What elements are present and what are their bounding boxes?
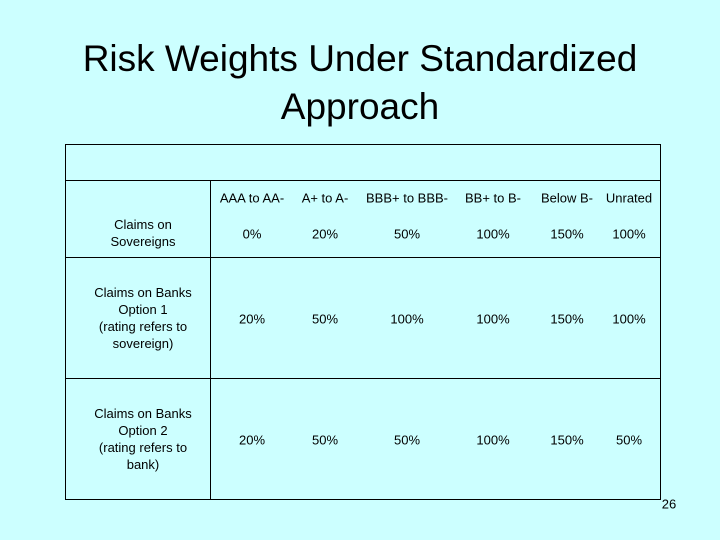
table-cell: 100% bbox=[612, 311, 646, 327]
column-header: A+ to A- bbox=[301, 190, 349, 206]
row-label-line: Option 2 bbox=[118, 423, 168, 438]
column-header: BB+ to B- bbox=[465, 190, 521, 206]
row-line bbox=[65, 180, 661, 181]
row-label: Claims on Sovereigns bbox=[110, 216, 175, 250]
column-header: Unrated bbox=[605, 190, 653, 206]
row-label-line: (rating refers to bbox=[98, 440, 188, 455]
table-cell: 20% bbox=[311, 226, 339, 242]
table-cell: 20% bbox=[238, 311, 266, 327]
table-cell: 100% bbox=[476, 432, 510, 448]
table-cell: 100% bbox=[476, 311, 510, 327]
column-header: Below B- bbox=[540, 190, 594, 206]
table-cell: 150% bbox=[550, 432, 584, 448]
row-label: Claims on Banks Option 2 (rating refers to… bbox=[94, 405, 192, 473]
title-line: Approach bbox=[280, 86, 440, 127]
row-label-line: Claims on Banks bbox=[94, 285, 192, 300]
table-cell: 50% bbox=[393, 432, 421, 448]
page-number: 26 bbox=[661, 496, 677, 512]
table-cell: 150% bbox=[550, 226, 584, 242]
row-label-line: bank) bbox=[126, 457, 160, 472]
column-header: AAA to AA- bbox=[219, 190, 285, 206]
row-label-line: Claims on Banks bbox=[94, 406, 192, 421]
row-label-line: (rating refers to bbox=[98, 319, 188, 334]
row-label-line: Option 1 bbox=[118, 302, 168, 317]
column-header: BBB+ to BBB- bbox=[365, 190, 449, 206]
table-cell: 50% bbox=[615, 432, 643, 448]
table-cell: 50% bbox=[393, 226, 421, 242]
row-label-line: Sovereigns bbox=[110, 234, 176, 249]
table-cell: 50% bbox=[311, 432, 339, 448]
row-label: Claims on Banks Option 1 (rating refers to… bbox=[94, 284, 192, 352]
table-cell: 100% bbox=[476, 226, 510, 242]
table-cell: 100% bbox=[390, 311, 424, 327]
table-cell: 150% bbox=[550, 311, 584, 327]
table-cell: 20% bbox=[238, 432, 266, 448]
table-cell: 0% bbox=[242, 226, 262, 242]
column-line bbox=[210, 180, 211, 500]
table-border bbox=[65, 144, 661, 500]
title-line: Risk Weights Under Standardized bbox=[82, 38, 638, 79]
row-line bbox=[65, 257, 661, 258]
table-cell: 50% bbox=[311, 311, 339, 327]
row-line bbox=[65, 378, 661, 379]
table-cell: 100% bbox=[612, 226, 646, 242]
row-label-line: sovereign) bbox=[112, 336, 174, 351]
row-label-line: Claims on bbox=[114, 217, 172, 232]
